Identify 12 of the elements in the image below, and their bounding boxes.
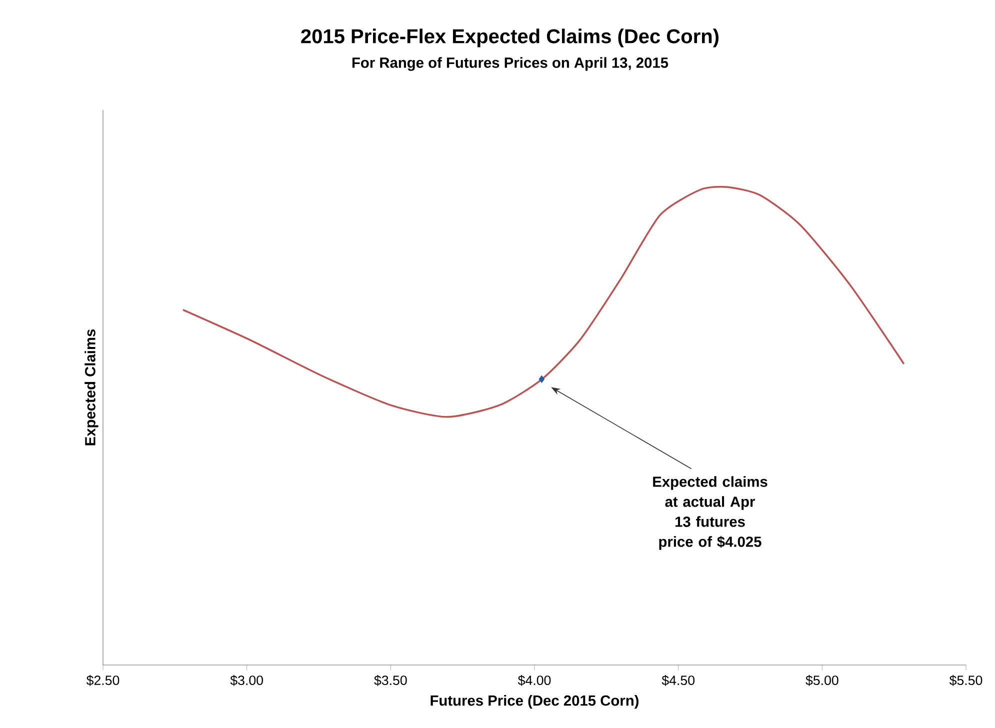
chart-subtitle: For Range of Futures Prices on April 13, 2015 [352, 57, 668, 71]
x-tick-label: $4.00 [518, 675, 551, 686]
x-tick-label: $4.50 [662, 675, 695, 686]
chart-title: 2015 Price-Flex Expected Claims (Dec Corn) [301, 28, 719, 48]
annotation: Expected claims at actual Apr 13 futures price of $4.025 [653, 476, 768, 550]
x-tick-label: $3.50 [374, 675, 407, 686]
y-axis-title: Expected Claims [84, 329, 98, 446]
x-tick-label: $5.00 [806, 675, 838, 686]
x-tick-label: $2.50 [86, 675, 120, 686]
x-axis-title: Futures Price (Dec 2015 Corn) [430, 695, 638, 709]
x-tick-label: $5.50 [949, 675, 982, 686]
x-tick-label: $3.00 [230, 675, 263, 686]
